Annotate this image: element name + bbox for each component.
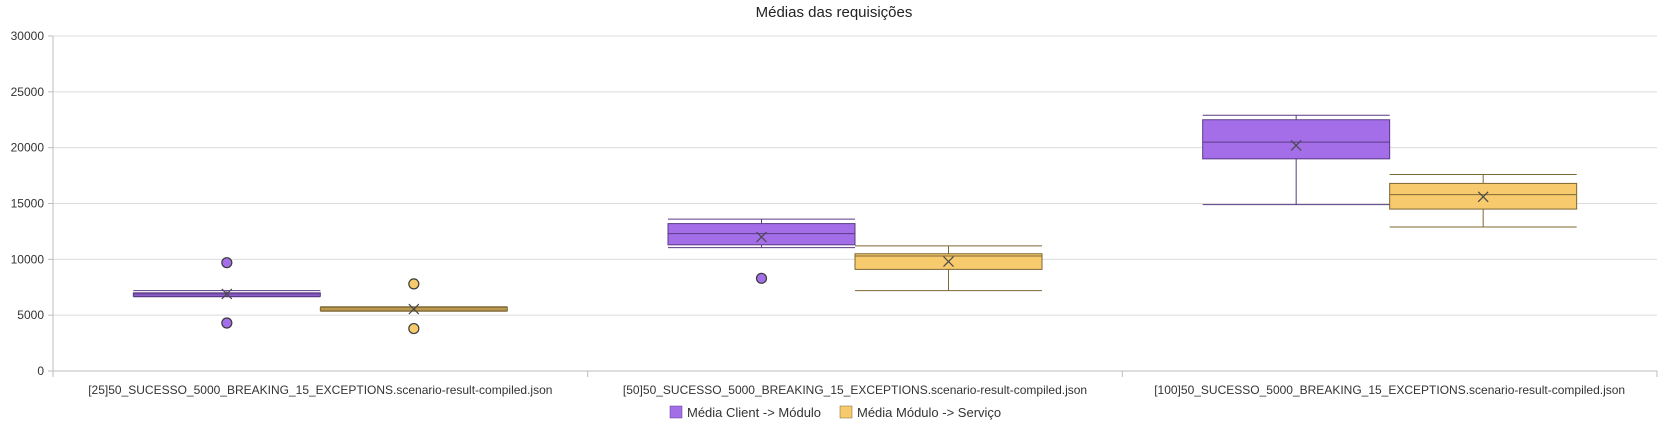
legend-label: Média Client -> Módulo xyxy=(687,405,821,420)
box-client-modulo-0 xyxy=(132,257,321,329)
box-modulo-servico-0 xyxy=(319,278,508,335)
mean-marker xyxy=(1477,191,1489,203)
y-tick-label: 15000 xyxy=(11,197,45,211)
mean-marker xyxy=(1290,140,1302,151)
outlier-point xyxy=(755,272,768,284)
mean-marker xyxy=(756,231,767,243)
box-body xyxy=(667,223,856,246)
box-modulo-servico-1 xyxy=(854,245,1043,292)
legend-item[interactable]: Média Client -> Módulo xyxy=(669,405,821,420)
legend-swatch xyxy=(669,405,683,419)
legend-swatch xyxy=(839,405,853,419)
y-tick-label: 5000 xyxy=(17,308,44,322)
mean-marker xyxy=(408,303,420,315)
outlier-point xyxy=(408,322,420,335)
mean-marker xyxy=(943,256,954,267)
axes xyxy=(52,36,1658,377)
legend-item[interactable]: Média Módulo -> Serviço xyxy=(839,405,1001,420)
y-tick-label: 30000 xyxy=(11,29,45,43)
x-category-label: [25]50_SUCESSO_5000_BREAKING_15_EXCEPTIO… xyxy=(88,383,552,397)
outlier-point xyxy=(408,278,420,290)
x-category-label: [50]50_SUCESSO_5000_BREAKING_15_EXCEPTIO… xyxy=(623,383,1087,397)
y-tick-label: 20000 xyxy=(11,141,45,155)
box-series xyxy=(132,114,1578,335)
outlier-point xyxy=(221,257,233,269)
box-body xyxy=(1202,119,1391,160)
y-axis-ticks: 0 5000 10000 15000 20000 25000 30000 xyxy=(11,29,53,378)
chart-title: Médias das requisições xyxy=(756,4,913,21)
y-tick-label: 0 xyxy=(37,364,44,378)
legend: Média Client -> Módulo Média Módulo -> Se… xyxy=(669,405,1001,420)
box-client-modulo-1 xyxy=(667,218,856,284)
outlier-point xyxy=(221,317,233,329)
mean-marker xyxy=(221,288,233,300)
x-axis-category-labels: [25]50_SUCESSO_5000_BREAKING_15_EXCEPTIO… xyxy=(88,383,1625,397)
box-client-modulo-2 xyxy=(1202,114,1391,206)
gridlines xyxy=(53,35,1657,316)
box-modulo-servico-2 xyxy=(1389,173,1578,228)
y-tick-label: 25000 xyxy=(11,85,45,99)
x-category-label: [100]50_SUCESSO_5000_BREAKING_15_EXCEPTI… xyxy=(1154,383,1625,397)
legend-label: Média Módulo -> Serviço xyxy=(857,405,1001,420)
y-tick-label: 10000 xyxy=(11,252,45,266)
